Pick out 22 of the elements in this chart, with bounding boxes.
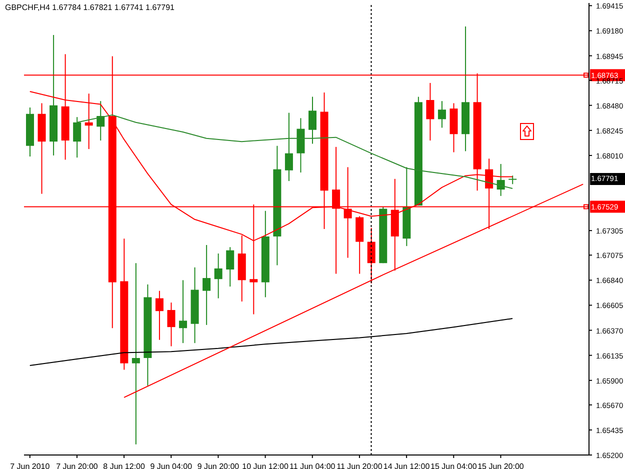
candlestick	[155, 290, 164, 340]
x-tick-label: 14 Jun 12:00	[383, 462, 430, 469]
x-tick-label: 7 Jun 20:00	[56, 462, 98, 469]
x-tick-label: 10 Jun 12:00	[242, 462, 289, 469]
candlestick	[202, 244, 211, 326]
candlestick	[438, 100, 446, 128]
x-tick-label: 9 Jun 20:00	[197, 462, 240, 469]
candlestick	[167, 302, 176, 347]
x-tick-label: 9 Jun 04:00	[150, 462, 193, 469]
candlestick	[132, 262, 140, 445]
x-tick-label: 11 Jun 04:00	[290, 462, 336, 469]
candlestick	[426, 82, 434, 142]
candlestick	[179, 280, 188, 344]
x-tick-label: 8 Jun 12:00	[103, 462, 146, 469]
chart-title: GBPCHF,H4 1.67784 1.67821 1.67741 1.67791	[5, 3, 174, 12]
candlestick	[214, 253, 222, 299]
x-tick-label: 15 Jun 04:00	[430, 462, 478, 469]
x-tick-label: 7 Jun 2010	[10, 462, 50, 469]
candlestick	[84, 93, 93, 150]
x-tick-label: 15 Jun 20:00	[478, 462, 524, 469]
candlestick	[226, 246, 234, 288]
x-tick-label: 11 Jun 20:00	[336, 462, 383, 469]
